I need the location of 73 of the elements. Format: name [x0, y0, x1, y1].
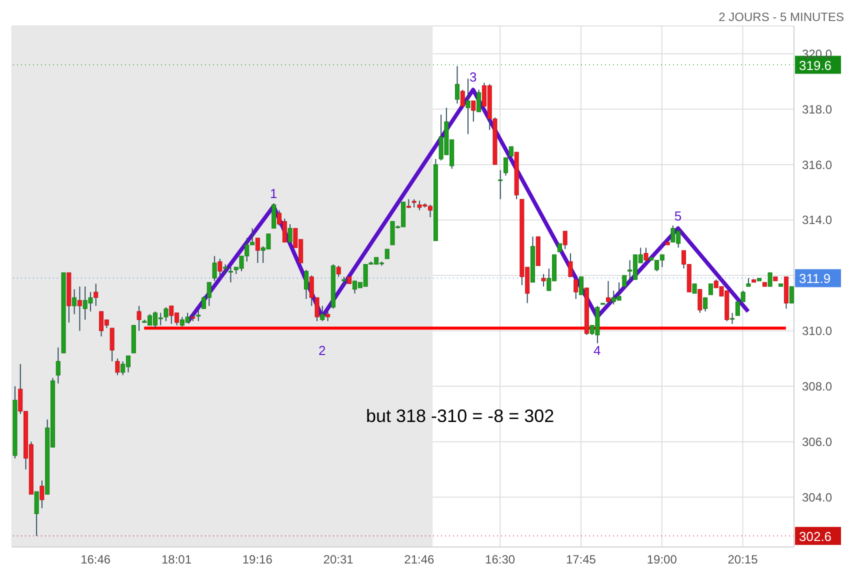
candlestick: [471, 100, 476, 122]
ref-line-label: 302.6: [799, 528, 832, 544]
candlestick: [110, 328, 114, 362]
line-series: [185, 88, 750, 325]
candlestick: [692, 283, 697, 294]
candlestick: [574, 279, 578, 300]
annotation: 2: [318, 342, 326, 358]
candlestick: [326, 310, 330, 322]
candlestick: [228, 266, 233, 283]
annotation: 1: [270, 186, 278, 202]
candlestick: [768, 272, 772, 287]
candlestick: [703, 297, 708, 312]
candlestick: [115, 358, 120, 376]
y-tick-label: 318.0: [802, 102, 832, 116]
annotation: 3: [469, 70, 477, 85]
candlestick: [94, 283, 98, 306]
annotation: 4: [594, 342, 601, 358]
candlestick: [77, 286, 82, 332]
candlestick: [164, 306, 168, 322]
candlestick: [384, 248, 390, 260]
candlestick: [336, 265, 341, 278]
y-tick-label: 306.0: [802, 434, 832, 449]
y-tick-label: 304.0: [802, 490, 832, 504]
candlestick: [606, 280, 610, 306]
candlestick: [255, 238, 260, 264]
x-tick-label: 19:16: [242, 552, 273, 567]
candlestick: [498, 170, 503, 200]
candlestick: [504, 157, 508, 176]
candlestick: [568, 252, 573, 278]
annotation: but 318 -310 = -8 = 302: [366, 406, 554, 427]
candlestick: [34, 491, 39, 536]
y-tick-label: 314.0: [802, 213, 832, 228]
x-tick-label: 16:30: [485, 552, 516, 567]
candlestick: [56, 346, 60, 384]
x-tick-label: 21:46: [404, 552, 435, 567]
candlestick: [562, 230, 568, 250]
candlestick: [460, 89, 465, 107]
x-tick-label: 19:00: [646, 552, 678, 567]
candlestick: [579, 276, 584, 296]
x-tick-label: 20:31: [323, 552, 354, 567]
x-tick-label: 20:15: [728, 552, 758, 567]
candlestick: [288, 224, 292, 243]
y-tick-label: 316.0: [802, 158, 832, 172]
candlestick: [708, 283, 713, 296]
x-tick-label: 17:45: [566, 552, 596, 567]
candlestick: [72, 288, 77, 315]
candlestick: [454, 66, 460, 104]
candlestick: [541, 274, 546, 287]
candlestick: [223, 264, 228, 275]
candlestick: [40, 480, 44, 509]
candlestick: [218, 258, 222, 278]
annotation: 5: [674, 208, 682, 224]
ref-line-label: 319.6: [799, 58, 832, 73]
candlestick: [272, 202, 276, 229]
candlestick: [698, 288, 702, 314]
candlestick: [622, 274, 627, 287]
candlestick: [466, 78, 470, 135]
candlestick: [789, 286, 794, 304]
chart-subtitle: 2 JOURS - 5 MINUTES: [718, 10, 844, 24]
candlestick: [730, 312, 735, 324]
candlestick: [644, 247, 648, 262]
candlestick: [136, 305, 142, 332]
y-tick-label: 308.0: [802, 380, 832, 394]
candlestick: [304, 269, 308, 300]
ref-line-label: 311.9: [799, 271, 831, 286]
candlestick: [508, 146, 514, 157]
x-tick-label: 16:46: [80, 552, 111, 567]
candlestick: [212, 256, 217, 282]
y-tick-label: 310.0: [802, 324, 832, 338]
candlestick: [320, 305, 325, 322]
candlestick: [476, 89, 482, 112]
candlestick: [196, 310, 201, 322]
x-tick-label: 18:01: [161, 552, 192, 567]
